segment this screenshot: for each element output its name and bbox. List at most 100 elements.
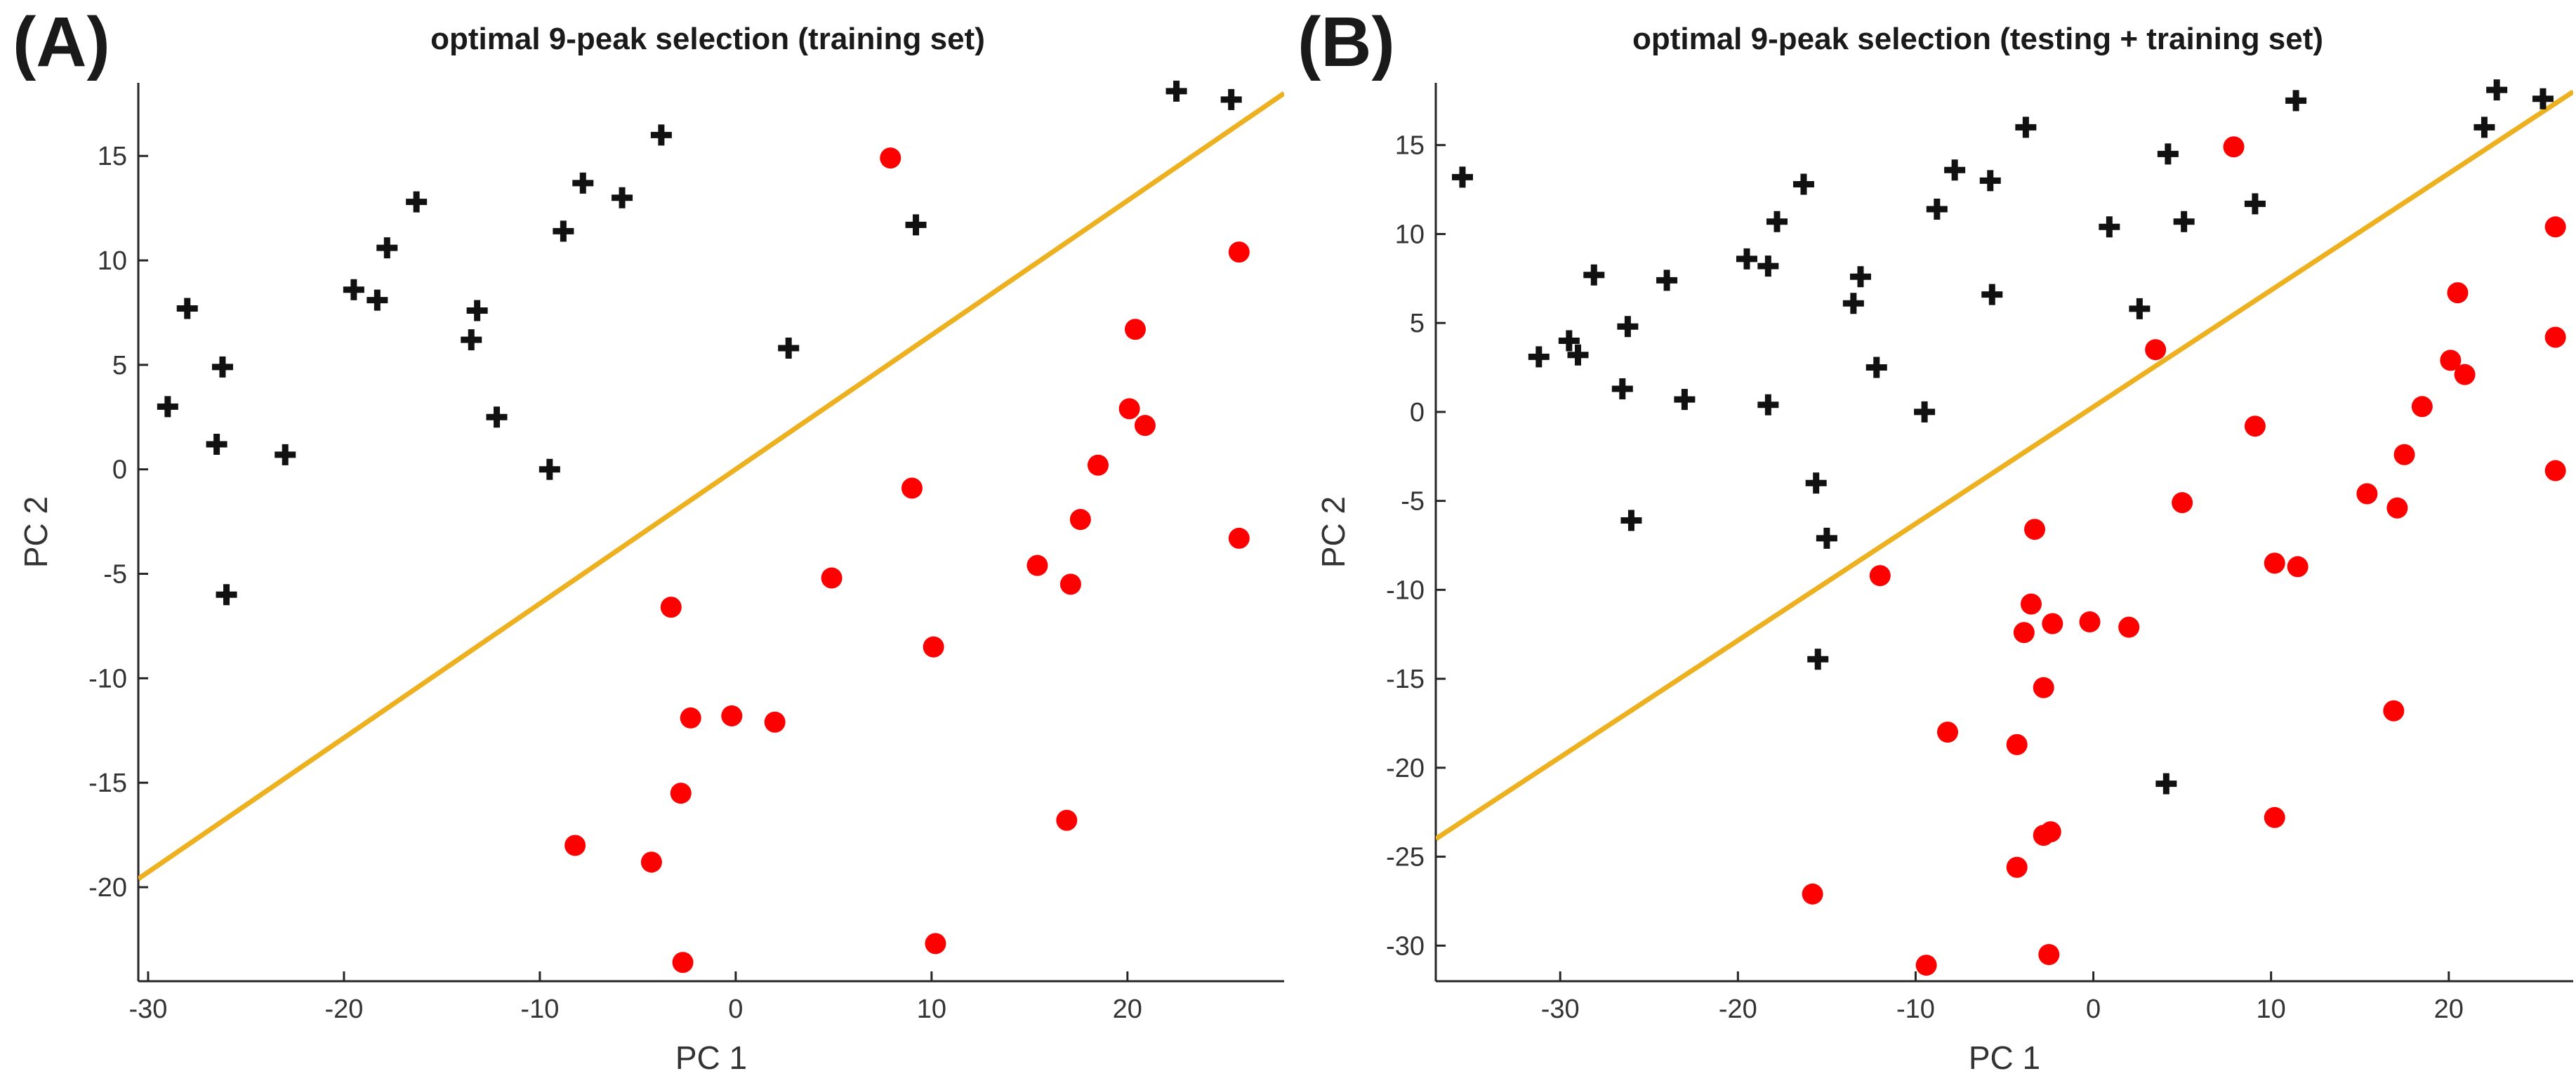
data-point-circle [2454, 364, 2476, 385]
y-tick-label: 10 [98, 246, 127, 276]
data-point-plus [1807, 649, 1829, 670]
data-point-circle [2544, 326, 2566, 348]
data-point-plus [1611, 378, 1633, 399]
data-point-plus [1816, 527, 1837, 549]
data-point-plus [1220, 88, 1242, 110]
y-tick-label: 5 [112, 351, 127, 380]
data-point-circle [2118, 616, 2140, 638]
data-point-plus [2155, 773, 2177, 795]
y-axis-label: PC 2 [18, 496, 54, 568]
data-point-circle [1915, 955, 1937, 976]
data-point-circle [672, 952, 694, 973]
data-point-plus [1849, 266, 1871, 288]
data-point-circle [1069, 509, 1091, 531]
data-point-circle [2264, 806, 2285, 828]
chart-title-a: optimal 9-peak selection (training set) [430, 22, 985, 56]
data-point-circle [2386, 497, 2408, 519]
data-point-circle [901, 477, 923, 499]
data-point-plus [1736, 248, 1757, 270]
data-point-circle [1134, 415, 1156, 437]
data-point-circle [2172, 492, 2193, 514]
data-point-circle [1124, 319, 1146, 340]
data-point-plus [466, 300, 488, 321]
data-point-plus [1944, 159, 1966, 181]
data-point-circle [2038, 943, 2060, 965]
data-point-circle [1937, 722, 1958, 743]
data-point-plus [1165, 80, 1187, 102]
x-tick-label: -30 [128, 995, 167, 1024]
x-tick-label: 20 [1113, 995, 1142, 1024]
x-tick-label: -10 [520, 995, 559, 1024]
data-point-plus [1757, 255, 1779, 277]
data-point-circle [1228, 527, 1250, 549]
data-point-circle [2356, 483, 2378, 505]
data-point-circle [2024, 519, 2046, 540]
x-tick-label: 20 [2434, 995, 2464, 1024]
data-point-circle [2544, 216, 2566, 238]
data-point-circle [923, 636, 944, 658]
data-point-plus [1757, 394, 1779, 416]
data-point-circle [1118, 398, 1140, 420]
data-point-circle [564, 835, 586, 856]
y-tick-label: 15 [98, 142, 127, 171]
x-axis-label: PC 1 [1969, 1039, 2040, 1076]
y-tick-label: 15 [1395, 131, 1425, 161]
data-point-circle [1087, 454, 1109, 476]
x-tick-label: 0 [728, 995, 743, 1024]
data-point-circle [2393, 444, 2415, 465]
panel-label-a: (A) [13, 3, 110, 81]
data-point-circle [680, 707, 701, 729]
chart-panel-a: -30 -20 -10 0 10 20 -20 -15 -10 -5 0 5 10 15 PC 1 PC 2 [18, 80, 1284, 1076]
data-point-circle [2145, 339, 2167, 361]
data-point-plus [366, 289, 388, 311]
y-tick-label: -25 [1386, 843, 1425, 872]
data-point-circle [2020, 593, 2042, 615]
x-tick-label: 0 [2086, 995, 2101, 1024]
data-point-plus [206, 433, 227, 455]
data-point-plus [2486, 79, 2508, 101]
data-point-circle [2006, 733, 2028, 755]
data-point-circle [2411, 396, 2433, 418]
data-point-plus [376, 237, 398, 259]
data-point-circle [2287, 556, 2309, 578]
chart-panel-b: -30 -20 -10 0 10 20 -30 -25 -20 -15 -10 -5 0 5 10 15 PC … [1315, 79, 2573, 1076]
x-axis-label: PC 1 [675, 1039, 747, 1076]
data-point-plus [1914, 401, 1936, 423]
data-point-plus [343, 279, 364, 300]
panel-label-b: (B) [1297, 3, 1395, 81]
data-point-circle [721, 705, 743, 726]
data-point-circle [925, 933, 946, 955]
y-tick-label: -10 [88, 664, 127, 693]
data-point-circle [1059, 573, 1081, 595]
y-axis-label: PC 2 [1315, 496, 1352, 568]
data-point-plus [1865, 357, 1887, 378]
y-tick-label: 0 [1410, 398, 1425, 427]
data-point-circle [821, 567, 843, 589]
data-point-circle [1026, 554, 1048, 576]
data-point-circle [2006, 856, 2028, 878]
data-point-plus [157, 396, 178, 418]
data-point-circle [660, 597, 682, 618]
data-point-circle [2040, 821, 2061, 843]
data-point-plus [176, 298, 198, 319]
data-point-circle [2447, 282, 2469, 304]
x-tick-label: 10 [2257, 995, 2286, 1024]
data-point-circle [2440, 350, 2462, 371]
data-point-plus [2129, 298, 2151, 319]
y-tick-label: -15 [1386, 665, 1425, 694]
chart-title-b: optimal 9-peak selection (testing + trai… [1632, 22, 2323, 56]
data-point-plus [1558, 330, 1580, 352]
y-tick-label: -10 [1386, 576, 1425, 605]
data-point-circle [1869, 565, 1891, 587]
data-point-plus [2173, 211, 2195, 232]
data-point-circle [2383, 700, 2405, 722]
data-point-circle [2223, 136, 2245, 158]
data-point-plus [2157, 143, 2179, 165]
data-point-plus [2015, 117, 2037, 138]
data-point-plus [1656, 270, 1678, 291]
data-point-plus [2473, 117, 2495, 138]
data-point-plus [553, 220, 574, 242]
data-point-plus [650, 124, 672, 146]
data-point-plus [461, 329, 482, 351]
data-point-plus [2532, 88, 2554, 109]
